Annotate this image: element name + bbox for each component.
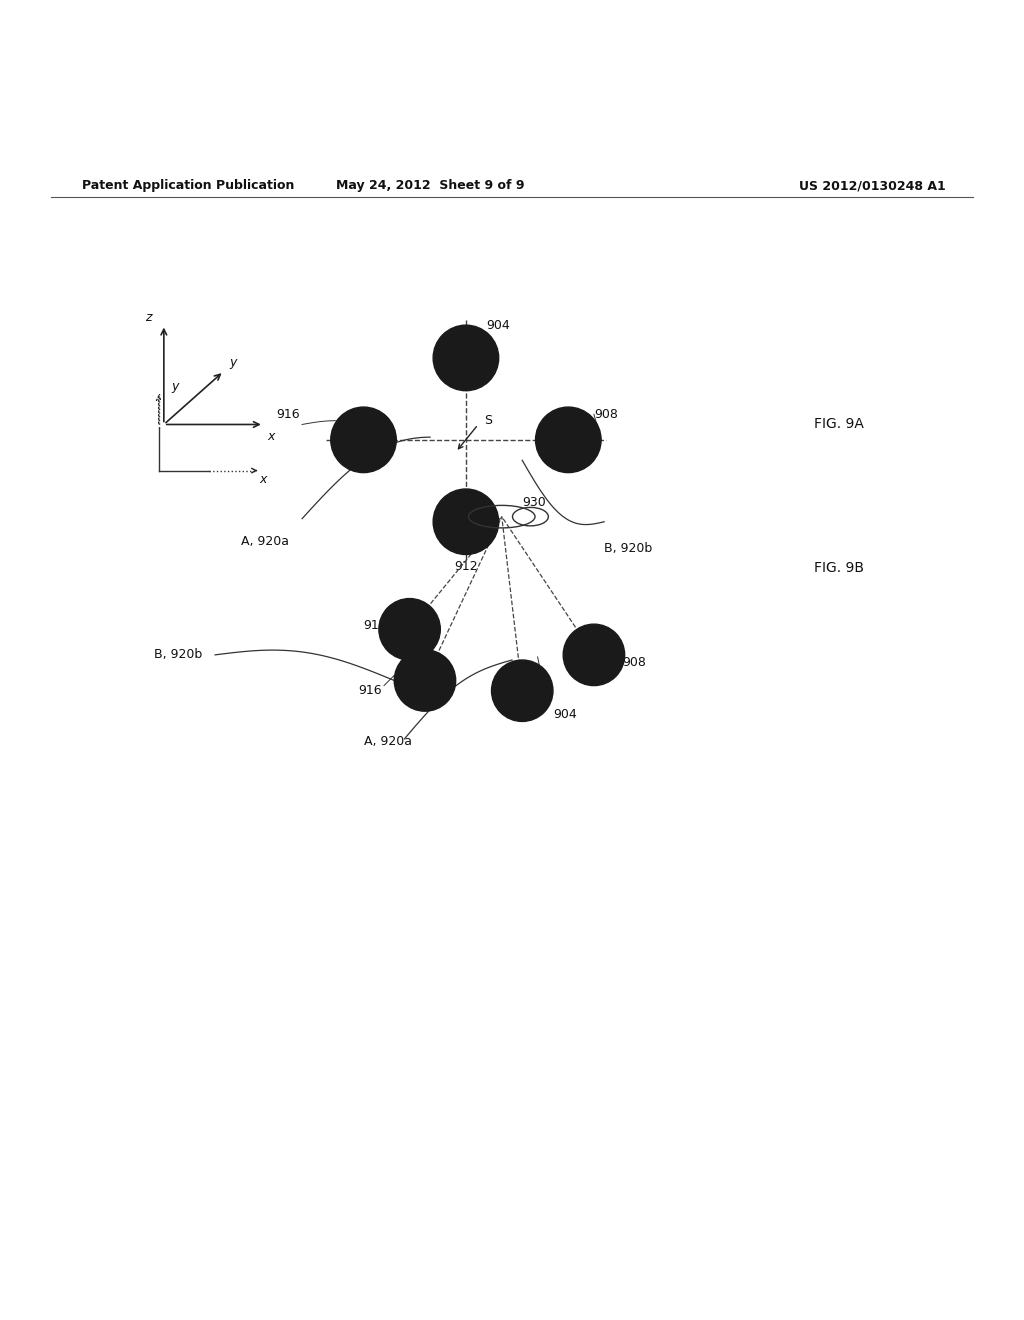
Text: B, 920b: B, 920b xyxy=(154,648,202,661)
Text: A, 920a: A, 920a xyxy=(241,535,289,548)
Text: 916: 916 xyxy=(276,408,300,421)
Text: FIG. 9A: FIG. 9A xyxy=(814,417,864,432)
Text: 904: 904 xyxy=(486,319,510,333)
Text: FIG. 9B: FIG. 9B xyxy=(814,561,864,574)
Circle shape xyxy=(394,649,456,711)
Text: 904: 904 xyxy=(553,708,577,721)
Text: B, 920b: B, 920b xyxy=(604,543,652,556)
Text: z: z xyxy=(145,312,152,325)
Text: y: y xyxy=(229,356,237,370)
Text: May 24, 2012  Sheet 9 of 9: May 24, 2012 Sheet 9 of 9 xyxy=(336,180,524,193)
Ellipse shape xyxy=(513,507,549,525)
Circle shape xyxy=(492,660,553,722)
Text: 912: 912 xyxy=(454,560,478,573)
Text: 908: 908 xyxy=(594,408,617,421)
Circle shape xyxy=(379,598,440,660)
Text: 912: 912 xyxy=(364,619,387,632)
Text: 930: 930 xyxy=(522,496,546,510)
Circle shape xyxy=(331,407,396,473)
Text: US 2012/0130248 A1: US 2012/0130248 A1 xyxy=(799,180,945,193)
Circle shape xyxy=(433,488,499,554)
Circle shape xyxy=(433,325,499,391)
Circle shape xyxy=(563,624,625,685)
Text: x: x xyxy=(259,473,266,486)
Circle shape xyxy=(536,407,601,473)
Text: S: S xyxy=(484,413,493,426)
Text: x: x xyxy=(267,430,274,442)
Text: Patent Application Publication: Patent Application Publication xyxy=(82,180,294,193)
Text: 908: 908 xyxy=(623,656,646,668)
Text: A, 920a: A, 920a xyxy=(364,735,412,748)
Text: 916: 916 xyxy=(358,684,382,697)
Text: y: y xyxy=(171,380,178,392)
